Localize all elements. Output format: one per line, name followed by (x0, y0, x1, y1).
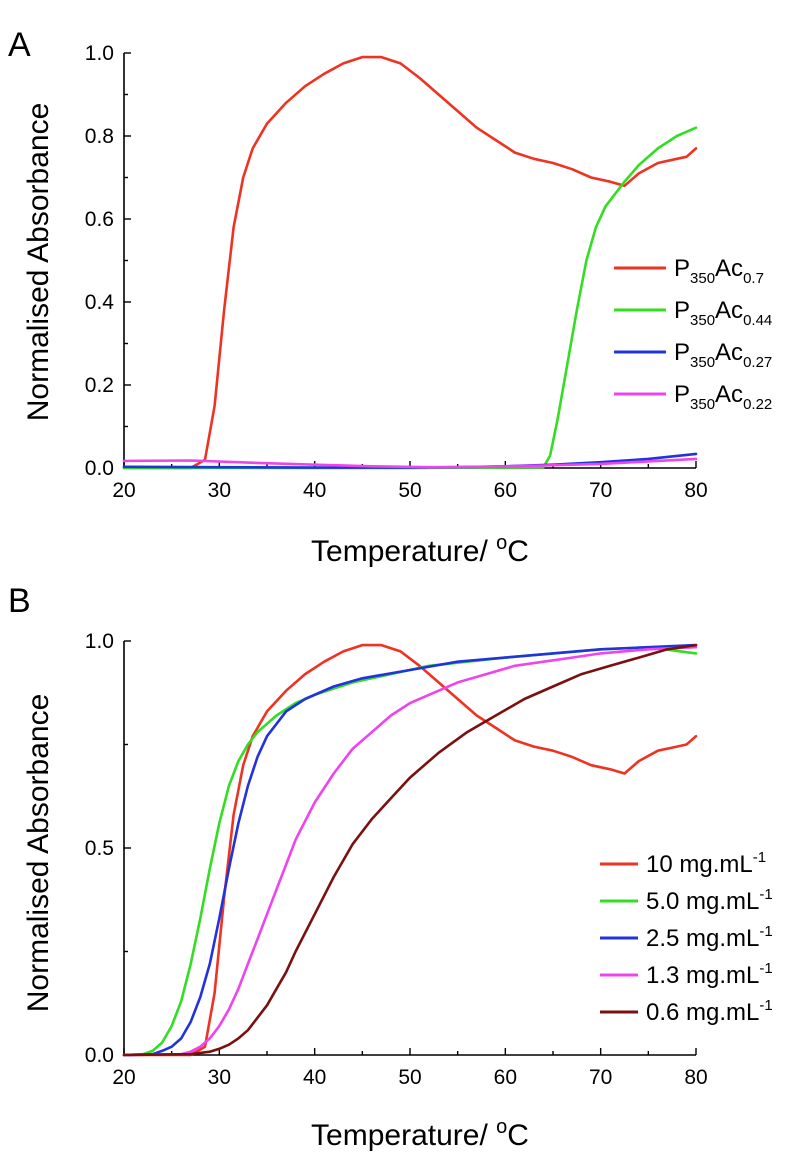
panel-a-x-tick-label: 50 (398, 479, 421, 502)
panel-b-series-line-4 (122, 645, 698, 1057)
panel-a-x-tick-label: 80 (684, 479, 707, 502)
panel-b-x-axis-label: Temperature/ oC (311, 1116, 529, 1152)
panel-a-legend-label-3: P350Ac0.27 (674, 339, 772, 371)
panel-a-x-axis-label-main: Temperature/ (311, 535, 496, 568)
panel-a-x-axis-label-unit: C (507, 535, 529, 568)
panel-a-legend-label-1: P350Ac0.7 (674, 255, 764, 287)
panel-b-x-tick-label: 20 (112, 1066, 135, 1089)
panel-a-y-tick-label: 0.4 (85, 291, 115, 314)
panel-a-series-line-1 (122, 55, 698, 470)
panel-b-legend-label-4: 1.3 mg.mL-1 (646, 960, 773, 989)
panel-b-axes: 20 30 40 50 60 70 80 0.0 0.5 1.0 (85, 630, 708, 1089)
panel-b-x-axis-label-unit: C (507, 1119, 529, 1152)
panel-b-legend-label-5: 0.6 mg.mL-1 (646, 997, 773, 1026)
panel-a-x-axis-label-degree: o (496, 532, 507, 554)
panel-a-y-tick-label: 0.0 (85, 457, 114, 480)
panel-a-legend: P350Ac0.7 P350Ac0.44 P350Ac0.27 P350Ac0.22 (614, 255, 772, 413)
panel-b-series-line-1 (122, 643, 698, 1057)
panel-b-x-tick-label: 80 (684, 1066, 707, 1089)
panel-a-x-tick-label: 20 (112, 479, 135, 502)
panel-b-legend-label-2: 5.0 mg.mL-1 (646, 886, 773, 915)
panel-b-label: B (8, 582, 31, 620)
panel-b-series-line-2 (122, 645, 698, 1057)
panel-a-axes: 20 30 40 50 60 70 80 0.0 0.2 0.4 0.6 0.8 1.0 (85, 42, 708, 502)
panel-b-y-tick-label: 1.0 (85, 630, 114, 653)
panel-a-chart: A Normalised Absorbance Temperature/ oC … (8, 26, 772, 568)
panel-b-y-tick-label: 0.5 (85, 837, 114, 860)
panel-a-series-line-4 (122, 457, 698, 469)
panel-b-x-tick-label: 50 (398, 1066, 421, 1089)
panel-a-x-tick-label: 40 (303, 479, 326, 502)
panel-b-series-line-3 (122, 643, 698, 1057)
panel-b-y-tick-label: 0.0 (85, 1044, 114, 1067)
panel-b-legend: 10 mg.mL-1 5.0 mg.mL-1 2.5 mg.mL-1 1.3 mg.m… (600, 849, 773, 1026)
panel-b-x-tick-label: 30 (208, 1066, 231, 1089)
panel-b-legend-label-3: 2.5 mg.mL-1 (646, 923, 773, 952)
panel-a-series-lines (122, 55, 698, 470)
panel-b-x-axis-label-main: Temperature/ (311, 1119, 496, 1152)
panel-a-legend-label-4: P350Ac0.22 (674, 381, 772, 413)
panel-a-x-axis-label: Temperature/ oC (311, 532, 529, 568)
panel-b-series-lines (122, 643, 698, 1057)
panel-b-y-axis-label: Normalised Absorbance (22, 694, 55, 1013)
panel-b-x-tick-label: 40 (303, 1066, 326, 1089)
panel-b-x-axis-label-degree: o (496, 1116, 507, 1138)
panel-a-series-line-2 (122, 126, 698, 470)
panel-a-y-axis-label: Normalised Absorbance (22, 103, 55, 422)
panel-b-series-line-5 (122, 643, 698, 1057)
panel-b-x-tick-label: 70 (589, 1066, 612, 1089)
panel-a-y-tick-label: 0.6 (85, 208, 114, 231)
panel-a-label: A (8, 26, 31, 64)
panel-b-legend-label-1: 10 mg.mL-1 (646, 849, 766, 878)
panel-a-y-tick-label: 1.0 (85, 42, 114, 65)
panel-a-legend-label-2: P350Ac0.44 (674, 297, 772, 329)
panel-a-x-tick-label: 60 (494, 479, 517, 502)
panel-a-y-tick-label: 0.8 (85, 125, 114, 148)
panel-a-y-tick-label: 0.2 (85, 374, 114, 397)
panel-b-x-tick-label: 60 (494, 1066, 517, 1089)
panel-b-chart: B Normalised Absorbance Temperature/ oC … (8, 582, 773, 1152)
panel-a-x-tick-label: 30 (208, 479, 231, 502)
panel-a-x-tick-label: 70 (589, 479, 612, 502)
